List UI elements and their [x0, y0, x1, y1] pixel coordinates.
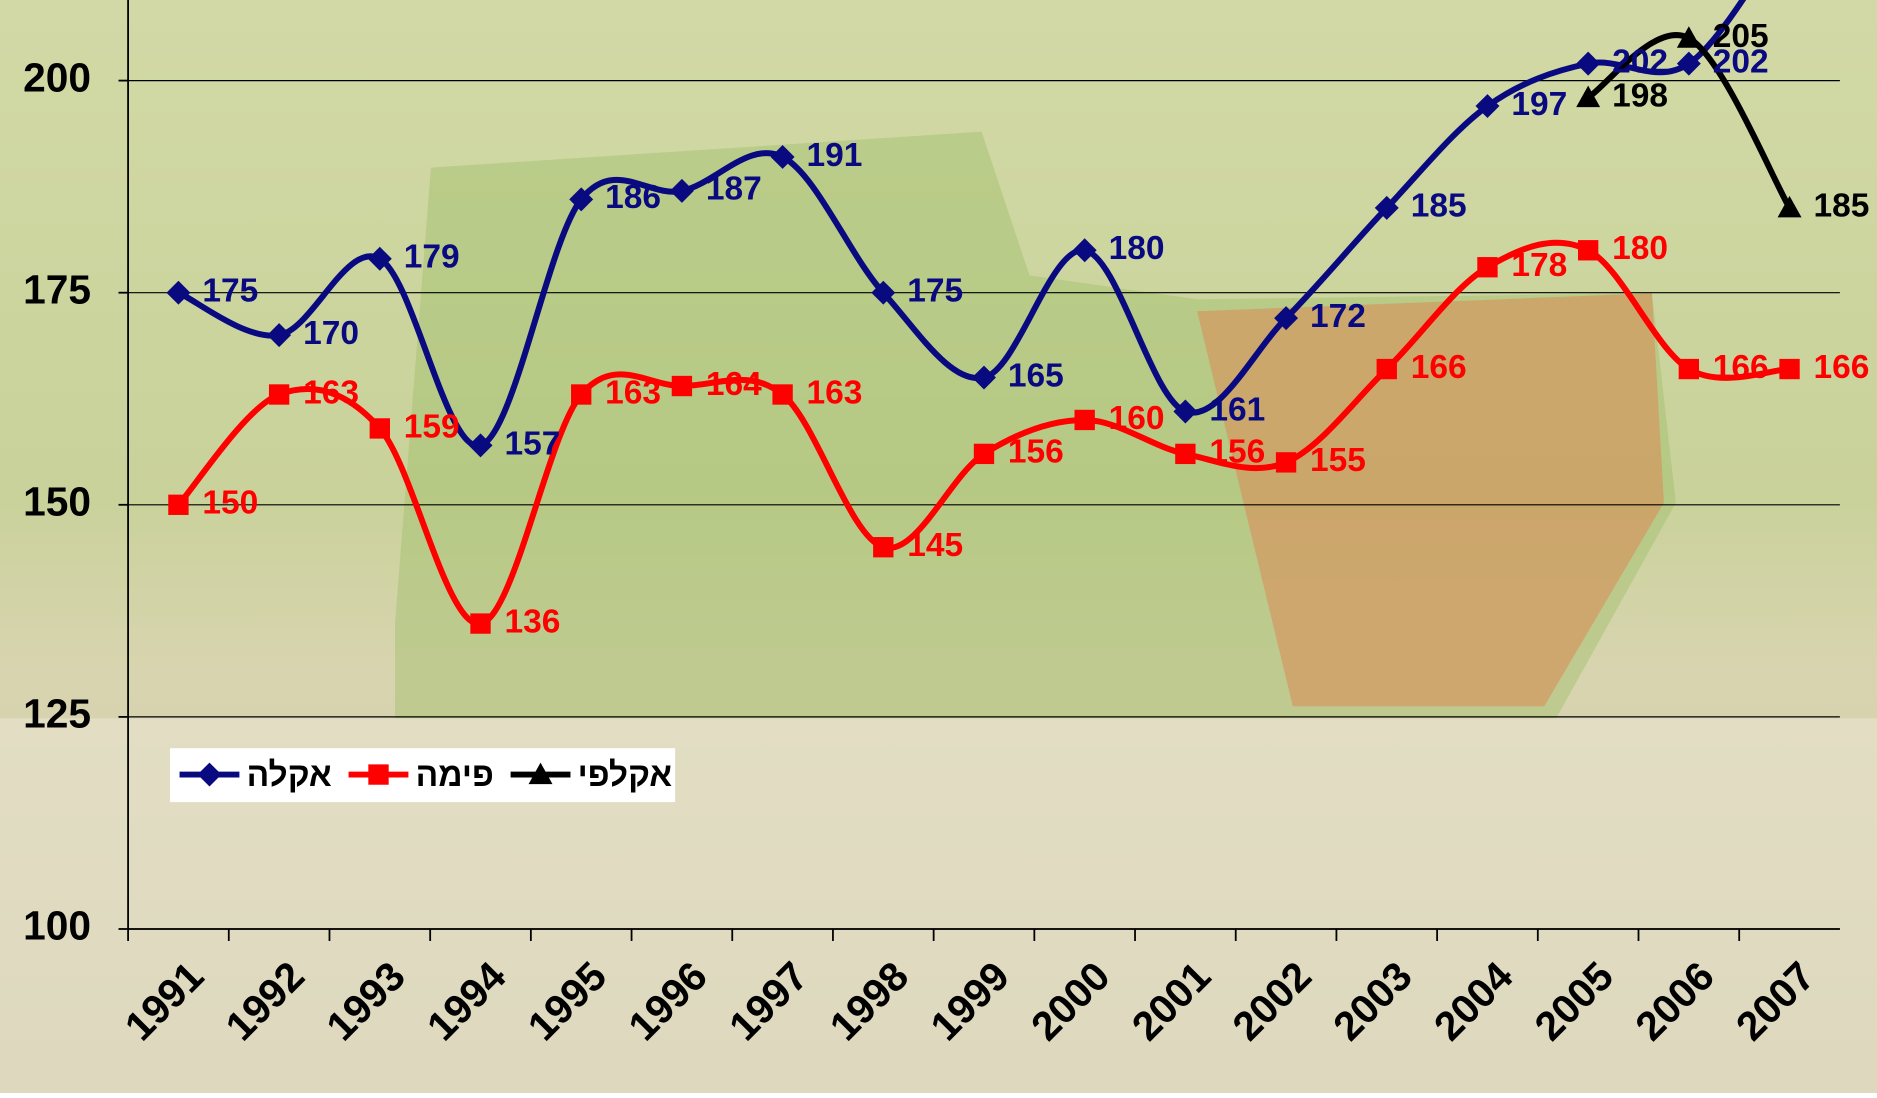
data-label: 166 [1411, 349, 1467, 386]
data-label: 163 [807, 374, 863, 411]
y-tick-label: 100 [23, 903, 91, 949]
marker [1376, 358, 1397, 380]
data-label: 202 [1612, 43, 1668, 80]
marker [669, 178, 694, 203]
data-label: 150 [202, 485, 258, 522]
data-label: 180 [1109, 230, 1165, 267]
data-label: 156 [1209, 434, 1265, 471]
marker [166, 280, 191, 305]
data-label: 163 [605, 374, 661, 411]
data-label: 175 [202, 273, 258, 310]
marker [1577, 240, 1599, 261]
data-label: 157 [504, 425, 560, 462]
data-label: 185 [1813, 188, 1869, 225]
data-label: 163 [303, 374, 359, 411]
marker [367, 246, 392, 271]
data-label: 161 [1209, 391, 1265, 428]
marker [1779, 358, 1800, 380]
data-label: 136 [504, 603, 560, 640]
legend-box [169, 748, 676, 803]
marker [1576, 85, 1601, 108]
data-label: 178 [1511, 247, 1567, 284]
marker [1676, 51, 1701, 76]
marker [1777, 195, 1802, 218]
data-label: 197 [1511, 86, 1567, 123]
marker [197, 762, 222, 787]
marker [1475, 94, 1500, 119]
data-label: 160 [1109, 400, 1165, 437]
marker [468, 433, 493, 458]
marker [1477, 257, 1498, 278]
marker [671, 375, 693, 397]
data-label: 198 [1612, 77, 1668, 114]
data-label: 202 [1713, 43, 1769, 80]
data-label: 156 [1008, 434, 1064, 471]
legend-label: אקלה [247, 757, 332, 794]
y-tick-label: 125 [23, 691, 91, 737]
marker [168, 494, 189, 515]
y-tick-label: 200 [23, 54, 91, 100]
y-tick-label: 150 [23, 479, 91, 525]
marker [1576, 51, 1601, 76]
marker [369, 418, 390, 439]
marker [873, 537, 894, 558]
data-label: 166 [1813, 349, 1869, 386]
data-label: 191 [807, 137, 863, 174]
data-label: 172 [1310, 298, 1366, 335]
data-label: 170 [303, 315, 359, 352]
data-label: 159 [404, 408, 460, 445]
marker [1374, 195, 1399, 220]
data-label: 165 [1008, 357, 1064, 394]
marker [569, 187, 594, 212]
marker [770, 144, 795, 169]
data-label: 164 [706, 366, 762, 403]
data-label: 155 [1310, 442, 1366, 479]
data-label: 145 [907, 527, 963, 564]
marker [1074, 409, 1095, 431]
marker [871, 280, 896, 305]
marker [368, 764, 389, 785]
data-label: 205 [1713, 18, 1769, 55]
data-label: 175 [907, 273, 963, 310]
data-label: 179 [404, 239, 460, 276]
marker [1274, 306, 1299, 331]
marker [973, 443, 995, 465]
marker [1275, 452, 1297, 473]
marker [1676, 26, 1701, 48]
legend-label: פימה [416, 757, 494, 794]
marker [1175, 443, 1196, 465]
data-label: 180 [1612, 230, 1668, 267]
legend-label: אקלפי [578, 757, 673, 794]
data-label: 186 [605, 179, 661, 216]
marker [528, 762, 553, 785]
plot [166, 0, 1802, 634]
data-label: 185 [1411, 188, 1467, 225]
marker [1678, 358, 1700, 380]
y-tick-label: 175 [23, 266, 91, 312]
data-label: 166 [1713, 349, 1769, 386]
marker [470, 613, 491, 634]
marker [268, 384, 290, 405]
trailer-shape [1197, 293, 1664, 707]
marker [571, 384, 592, 405]
marker [772, 384, 793, 405]
legend: אקלה פימה אקלפי [169, 748, 676, 803]
data-label: 187 [706, 171, 762, 208]
